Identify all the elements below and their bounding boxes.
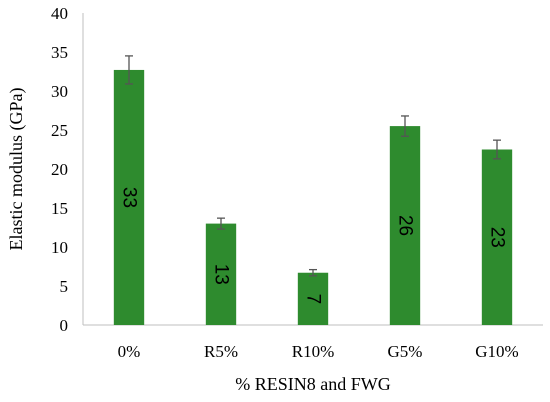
x-tick-label: 0%	[118, 342, 141, 361]
y-tick-label: 35	[51, 43, 68, 62]
y-tick-label: 25	[51, 121, 68, 140]
x-tick-label: R5%	[204, 342, 238, 361]
bars	[113, 69, 513, 325]
error-bars	[125, 55, 501, 277]
x-tick-label: G10%	[475, 342, 518, 361]
error-bar	[125, 55, 133, 85]
x-tick-labels: 0% R5% R10% G5% G10%	[118, 342, 519, 361]
bar	[113, 69, 145, 325]
data-label: 23	[487, 227, 508, 248]
data-label: 7	[303, 294, 324, 305]
x-tick-label: G5%	[388, 342, 423, 361]
bar	[389, 126, 421, 325]
data-label: 33	[119, 187, 140, 208]
x-axis-title: % RESIN8 and FWG	[235, 374, 391, 394]
bar	[297, 272, 329, 325]
y-tick-label: 15	[51, 199, 68, 218]
y-axis-title: Elastic modulus (GPa)	[6, 88, 27, 251]
y-tick-label: 5	[60, 277, 69, 296]
y-tick-labels: 0 5 10 15 20 25 30 35 40	[51, 4, 68, 335]
y-tick-label: 20	[51, 160, 68, 179]
x-tick-label: R10%	[292, 342, 335, 361]
error-bar	[309, 268, 317, 277]
y-tick-label: 10	[51, 238, 68, 257]
data-label: 13	[211, 264, 232, 285]
error-bar	[217, 217, 225, 230]
y-tick-label: 40	[51, 4, 68, 23]
data-labels: 33 13 7 26 23	[119, 187, 508, 304]
bar	[481, 149, 513, 325]
error-bar	[493, 139, 501, 160]
error-bar	[401, 115, 409, 137]
bar	[205, 223, 237, 325]
data-label: 26	[395, 215, 416, 236]
y-tick-label: 30	[51, 82, 68, 101]
y-tick-label: 0	[60, 316, 69, 335]
